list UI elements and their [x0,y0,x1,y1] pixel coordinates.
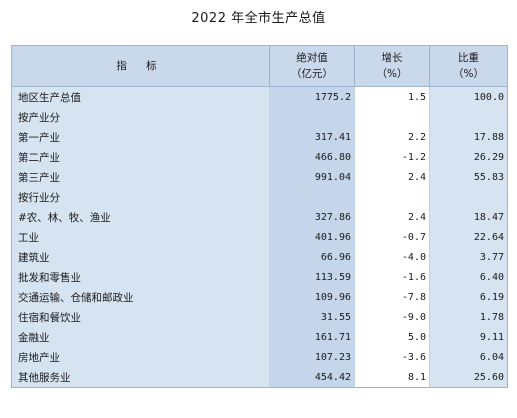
row-growth-cell: 2.4 [354,167,430,187]
header-value: 绝对值 （亿元） [269,45,355,87]
row-growth-cell: 2.2 [354,127,430,147]
row-name-cell: #农、林、牧、渔业 [11,207,270,227]
table-row: 工业 401.96 -0.7 22.64 [11,227,508,247]
row-share-cell: 26.29 [429,147,508,167]
header-growth-unit: （%） [376,68,408,80]
row-share-cell: 25.60 [429,367,508,388]
row-growth-cell: -7.8 [354,287,430,307]
row-value-cell: 31.55 [269,307,355,327]
row-value-cell: 401.96 [269,227,355,247]
row-growth-cell: -9.0 [354,307,430,327]
table-row: 地区生产总值 1775.2 1.5 100.0 [11,86,508,107]
row-name-cell: 第三产业 [11,167,270,187]
row-value-cell: 327.86 [269,207,355,227]
header-value-unit: （亿元） [291,68,333,80]
row-growth-cell: 8.1 [354,367,430,388]
row-name-cell: 第一产业 [11,127,270,147]
row-share-cell: 100.0 [429,86,508,107]
row-share-cell [429,107,508,127]
header-value-label: 绝对值 [296,52,328,64]
row-share-cell: 22.64 [429,227,508,247]
table-row: 房地产业 107.23 -3.6 6.04 [11,347,508,367]
row-growth-cell: 1.5 [354,86,430,107]
row-growth-cell [354,107,430,127]
row-name-cell: 工业 [11,227,270,247]
row-share-cell: 55.83 [429,167,508,187]
row-value-cell [269,187,355,207]
table-row: 按行业分 [11,187,508,207]
row-name-cell: 住宿和餐饮业 [11,307,270,327]
row-value-cell: 109.96 [269,287,355,307]
row-share-cell: 6.19 [429,287,508,307]
row-share-cell: 3.77 [429,247,508,267]
header-share-unit: （%） [453,68,484,80]
header-indicator: 指 标 [11,45,270,87]
table-row: 金融业 161.71 5.0 9.11 [11,327,508,347]
row-share-cell: 18.47 [429,207,508,227]
table-row: 第二产业 466.80 -1.2 26.29 [11,147,508,167]
table-row: #农、林、牧、渔业 327.86 2.4 18.47 [11,207,508,227]
row-value-cell: 317.41 [269,127,355,147]
row-name-cell: 按行业分 [11,187,270,207]
row-value-cell: 1775.2 [269,86,355,107]
table-row: 住宿和餐饮业 31.55 -9.0 1.78 [11,307,508,327]
row-value-cell: 454.42 [269,367,355,388]
header-growth-label: 增长 [381,52,403,64]
row-name-cell: 其他服务业 [11,367,270,388]
table-title: 2022 年全市生产总值 [191,11,326,26]
row-value-cell: 107.23 [269,347,355,367]
row-share-cell: 9.11 [429,327,508,347]
row-name-cell: 建筑业 [11,247,270,267]
header-share-label: 比重 [458,52,479,64]
gdp-table: 指 标 绝对值 （亿元） 增长 （%） 比重 （%） 地区生产总值 1775.2 1… [11,45,508,388]
row-value-cell: 161.71 [269,327,355,347]
row-value-cell: 466.80 [269,147,355,167]
table-row: 按产业分 [11,107,508,127]
row-name-cell: 地区生产总值 [11,86,270,107]
header-growth: 增长 （%） [354,45,430,87]
row-value-cell: 113.59 [269,267,355,287]
table-row: 第三产业 991.04 2.4 55.83 [11,167,508,187]
row-share-cell: 17.88 [429,127,508,147]
row-name-cell: 交通运输、仓储和邮政业 [11,287,270,307]
table-row: 其他服务业 454.42 8.1 25.60 [11,367,508,388]
row-share-cell: 6.40 [429,267,508,287]
row-growth-cell: -3.6 [354,347,430,367]
row-name-cell: 房地产业 [11,347,270,367]
row-growth-cell: -1.6 [354,267,430,287]
row-growth-cell: 2.4 [354,207,430,227]
row-share-cell: 6.04 [429,347,508,367]
row-name-cell: 第二产业 [11,147,270,167]
table-row: 交通运输、仓储和邮政业 109.96 -7.8 6.19 [11,287,508,307]
row-share-cell [429,187,508,207]
header-share: 比重 （%） [429,45,508,87]
row-growth-cell [354,187,430,207]
table-row: 建筑业 66.96 -4.0 3.77 [11,247,508,267]
table-row: 批发和零售业 113.59 -1.6 6.40 [11,267,508,287]
row-growth-cell: -1.2 [354,147,430,167]
row-value-cell: 66.96 [269,247,355,267]
row-growth-cell: 5.0 [354,327,430,347]
row-name-cell: 金融业 [11,327,270,347]
table-row: 第一产业 317.41 2.2 17.88 [11,127,508,147]
row-value-cell [269,107,355,127]
row-growth-cell: -0.7 [354,227,430,247]
row-share-cell: 1.78 [429,307,508,327]
header-row: 指 标 绝对值 （亿元） 增长 （%） 比重 （%） [11,45,508,87]
row-name-cell: 批发和零售业 [11,267,270,287]
row-value-cell: 991.04 [269,167,355,187]
row-name-cell: 按产业分 [11,107,270,127]
row-growth-cell: -4.0 [354,247,430,267]
